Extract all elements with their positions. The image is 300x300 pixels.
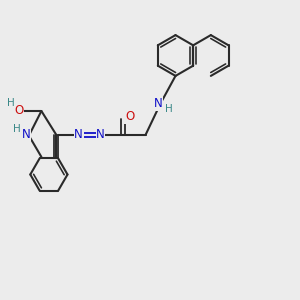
Text: N: N xyxy=(22,128,31,142)
Text: H: H xyxy=(165,104,173,115)
Text: N: N xyxy=(96,128,105,142)
Text: N: N xyxy=(74,128,83,142)
Text: O: O xyxy=(125,110,134,124)
Text: O: O xyxy=(14,104,23,118)
Text: H: H xyxy=(13,124,21,134)
Text: N: N xyxy=(154,97,163,110)
Text: H: H xyxy=(7,98,15,109)
